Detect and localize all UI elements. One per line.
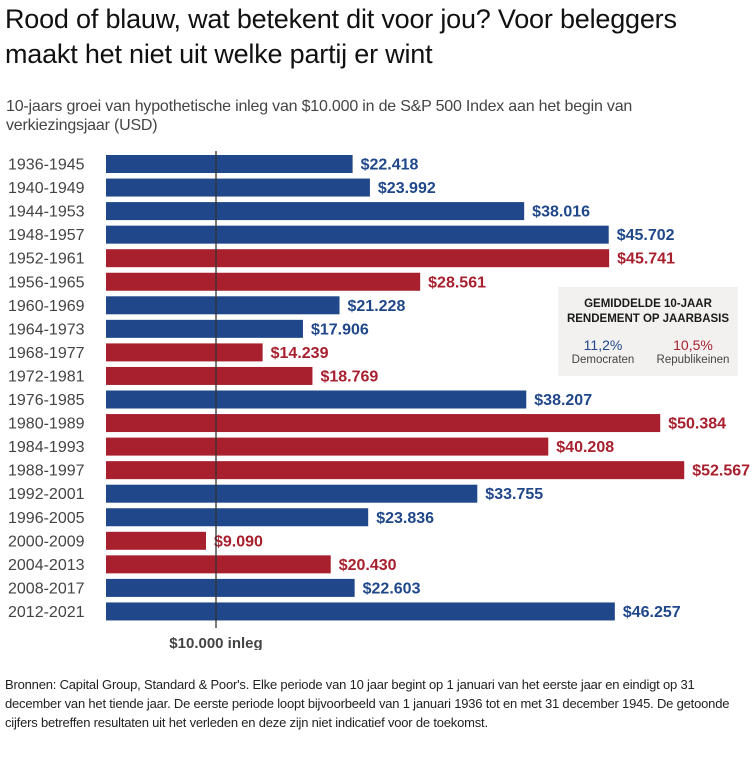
legend-republicans: 10,5% Republikeinen bbox=[648, 337, 738, 367]
category-label: 1944-1953 bbox=[8, 204, 85, 221]
average-return-legend: GEMIDDELDE 10-JAAR RENDEMENT OP JAARBASI… bbox=[558, 287, 738, 376]
category-label: 1976-1985 bbox=[8, 392, 85, 409]
bar bbox=[106, 484, 478, 503]
value-label: $45.702 bbox=[617, 227, 675, 244]
bar bbox=[106, 202, 525, 221]
chart-title: 10-jaars groei van hypothetische inleg v… bbox=[6, 98, 633, 134]
category-label: 1988-1997 bbox=[8, 463, 85, 480]
category-label: 2008-2017 bbox=[8, 580, 85, 597]
category-label: 1940-1949 bbox=[8, 180, 85, 197]
bar bbox=[106, 343, 263, 362]
bar bbox=[106, 461, 685, 480]
legend-title: GEMIDDELDE 10-JAAR RENDEMENT OP JAARBASI… bbox=[566, 298, 730, 325]
category-label: 1968-1977 bbox=[8, 345, 85, 362]
value-label: $20.430 bbox=[339, 557, 397, 574]
bar bbox=[106, 225, 609, 244]
value-label: $21.228 bbox=[348, 298, 406, 315]
bar bbox=[106, 390, 527, 409]
category-label: 1992-2001 bbox=[8, 486, 85, 503]
value-label: $45.741 bbox=[617, 251, 675, 268]
value-label: $40.208 bbox=[556, 439, 614, 456]
value-label: $50.384 bbox=[668, 416, 726, 433]
category-label: 1960-1969 bbox=[8, 298, 85, 315]
bar bbox=[106, 602, 615, 621]
source-footnote: Bronnen: Capital Group, Standard & Poor'… bbox=[5, 677, 730, 730]
value-label: $46.257 bbox=[623, 604, 681, 621]
value-label: $18.769 bbox=[320, 368, 378, 385]
bar bbox=[106, 508, 369, 527]
bar bbox=[106, 414, 661, 433]
republican-return: 10,5% bbox=[673, 337, 713, 353]
category-label: 1956-1965 bbox=[8, 274, 85, 291]
category-label: 1964-1973 bbox=[8, 321, 85, 338]
value-label: $17.906 bbox=[311, 321, 369, 338]
category-label: 1948-1957 bbox=[8, 227, 85, 244]
bar bbox=[106, 249, 610, 268]
category-label: 1936-1945 bbox=[8, 157, 85, 174]
value-label: $22.603 bbox=[363, 580, 421, 597]
category-label: 1996-2005 bbox=[8, 510, 85, 527]
labels-layer: 1936-1945 $22.418 1940-1949 $23.992 1944-195… bbox=[8, 157, 750, 621]
bar bbox=[106, 178, 370, 197]
page-headline: Rood of blauw, wat betekent dit voor jou… bbox=[5, 4, 677, 69]
bar bbox=[106, 366, 313, 385]
category-label: 2004-2013 bbox=[8, 557, 85, 574]
bar bbox=[106, 437, 549, 456]
value-label: $33.755 bbox=[485, 486, 543, 503]
category-label: 1952-1961 bbox=[8, 251, 85, 268]
bar bbox=[106, 555, 331, 574]
value-label: $28.561 bbox=[428, 274, 486, 291]
value-label: $52.567 bbox=[692, 463, 750, 480]
bar bbox=[106, 531, 206, 550]
category-label: 1980-1989 bbox=[8, 416, 85, 433]
bar bbox=[106, 155, 353, 173]
value-label: $23.836 bbox=[376, 510, 434, 527]
value-label: $38.207 bbox=[534, 392, 592, 409]
value-label: $22.418 bbox=[361, 157, 419, 174]
bars-layer bbox=[106, 155, 685, 621]
category-label: 1972-1981 bbox=[8, 368, 85, 385]
value-label: $9.090 bbox=[214, 533, 263, 550]
bar-chart: 1936-1945 $22.418 1940-1949 $23.992 1944-195… bbox=[8, 151, 750, 650]
bar bbox=[106, 296, 340, 315]
bar bbox=[106, 272, 421, 291]
value-label: $14.239 bbox=[271, 345, 329, 362]
category-label: 2000-2009 bbox=[8, 533, 85, 550]
category-label: 2012-2021 bbox=[8, 604, 85, 621]
bar bbox=[106, 578, 355, 597]
value-label: $38.016 bbox=[532, 204, 590, 221]
category-label: 1984-1993 bbox=[8, 439, 85, 456]
republican-label: Republikeinen bbox=[656, 354, 730, 366]
value-label: $23.992 bbox=[378, 180, 436, 197]
bar bbox=[106, 319, 303, 338]
legend-democrats: 11,2% Democraten bbox=[558, 337, 648, 367]
reference-line-label: $10.000 inleg bbox=[169, 635, 262, 650]
democrat-label: Democraten bbox=[571, 354, 635, 366]
democrat-return: 11,2% bbox=[583, 337, 623, 353]
